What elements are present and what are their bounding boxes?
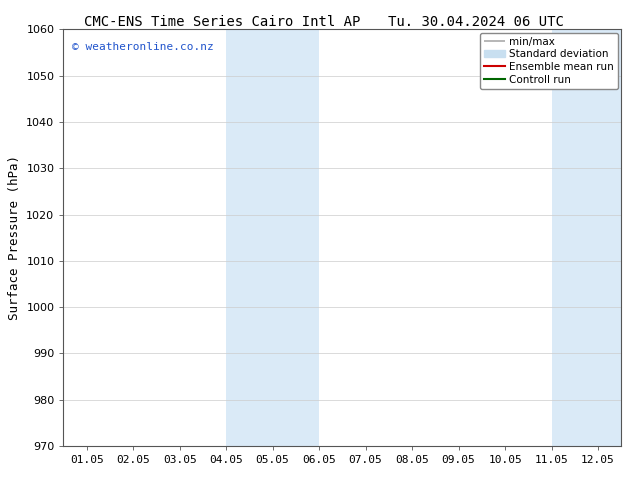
- Legend: min/max, Standard deviation, Ensemble mean run, Controll run: min/max, Standard deviation, Ensemble me…: [480, 32, 618, 89]
- Text: Tu. 30.04.2024 06 UTC: Tu. 30.04.2024 06 UTC: [387, 15, 564, 29]
- Y-axis label: Surface Pressure (hPa): Surface Pressure (hPa): [8, 155, 21, 320]
- Bar: [552, 29, 634, 446]
- Bar: [226, 29, 319, 446]
- Text: © weatheronline.co.nz: © weatheronline.co.nz: [72, 42, 214, 52]
- Text: CMC-ENS Time Series Cairo Intl AP: CMC-ENS Time Series Cairo Intl AP: [84, 15, 360, 29]
